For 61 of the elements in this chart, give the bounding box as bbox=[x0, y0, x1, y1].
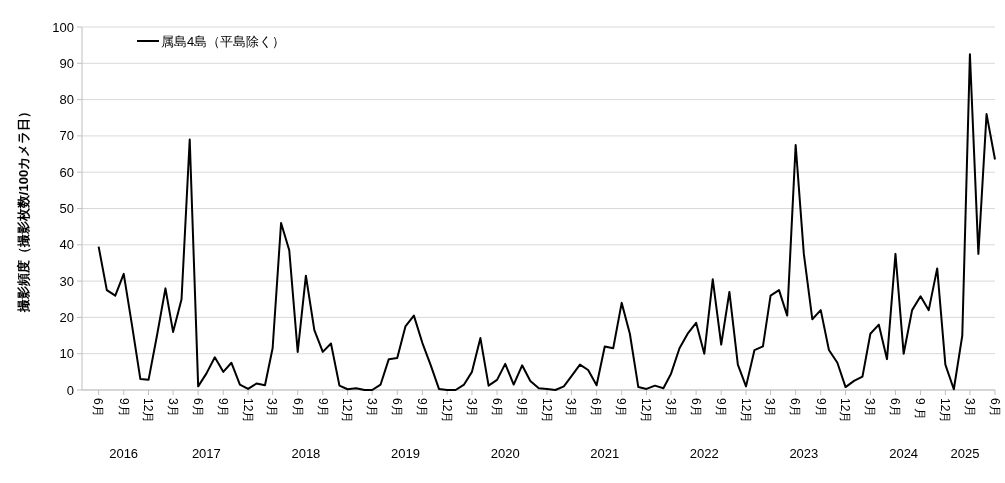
text: 2020 bbox=[490, 446, 520, 461]
x-tick-label: 6月 bbox=[190, 398, 205, 417]
text: 2018 bbox=[291, 446, 321, 461]
x-tick-label: 3月 bbox=[165, 398, 180, 417]
x-tick-label: 3月 bbox=[364, 398, 379, 417]
x-tick-label: 9 月 bbox=[913, 398, 928, 421]
x-tick-label: 6月 bbox=[390, 398, 405, 417]
y-tick-label: 80 bbox=[59, 92, 74, 108]
x-tick-label: 12月 bbox=[539, 398, 554, 424]
x-tick-label: 6月 bbox=[290, 398, 305, 417]
x-tick-label: 6月 bbox=[589, 398, 604, 417]
x-tick-label: 9月 bbox=[216, 398, 231, 417]
x-tick-label: 9月 bbox=[415, 398, 430, 417]
y-tick-label: 0 bbox=[66, 382, 74, 398]
x-tick-label: 9月 bbox=[514, 398, 529, 417]
y-tick-label: 70 bbox=[59, 128, 74, 144]
text: 2025 bbox=[950, 446, 980, 461]
x-tick-label: 12月 bbox=[838, 398, 853, 424]
y-tick-label: 100 bbox=[52, 19, 74, 35]
text: 2016 bbox=[109, 446, 139, 461]
x-tick-label: 9月 bbox=[714, 398, 729, 417]
x-tick-label: 6月 bbox=[489, 398, 504, 417]
line-series bbox=[97, 53, 996, 391]
x-tick-label: 9月 bbox=[315, 398, 330, 417]
y-tick-label: 40 bbox=[59, 237, 74, 253]
x-tick-label: 3月 bbox=[863, 398, 878, 417]
x-tick-label: 9月 bbox=[813, 398, 828, 417]
x-tick-label: 9月 bbox=[116, 398, 131, 417]
text: 2022 bbox=[689, 446, 719, 461]
x-tick-label: 12月 bbox=[141, 398, 156, 424]
x-tick-label: 3月 bbox=[663, 398, 678, 417]
text: 2019 bbox=[390, 446, 420, 461]
x-tick-label: 6月 bbox=[987, 398, 1002, 417]
y-axis-title: 撮影頻度（撮影枚数/100カメラ日） bbox=[16, 104, 31, 314]
x-tick-label: 12月 bbox=[240, 398, 255, 424]
x-tick-label: 3月 bbox=[265, 398, 280, 417]
x-tick-label: 6月 bbox=[688, 398, 703, 417]
legend-label: 属島4島（平島除く） bbox=[161, 33, 286, 49]
y-tick-label: 20 bbox=[59, 309, 74, 325]
x-tick-label: 3月 bbox=[763, 398, 778, 417]
text: 2024 bbox=[889, 446, 919, 461]
text: 2017 bbox=[191, 446, 221, 461]
text: 2021 bbox=[590, 446, 620, 461]
x-tick-label: 12月 bbox=[639, 398, 654, 424]
x-tick-label: 12月 bbox=[439, 398, 454, 424]
y-tick-label: 90 bbox=[59, 55, 74, 71]
x-tick-label: 12月 bbox=[738, 398, 753, 424]
y-tick-label: 10 bbox=[59, 346, 74, 362]
x-tick-label: 12月 bbox=[938, 398, 953, 424]
x-tick-label: 6月 bbox=[888, 398, 903, 417]
y-tick-label: 30 bbox=[59, 273, 74, 289]
y-tick-label: 50 bbox=[59, 201, 74, 217]
x-tick-label: 6月 bbox=[91, 398, 106, 417]
x-tick-label: 3月 bbox=[962, 398, 977, 417]
x-tick-label: 9月 bbox=[614, 398, 629, 417]
x-tick-label: 6月 bbox=[788, 398, 803, 417]
x-tick-label: 12月 bbox=[340, 398, 355, 424]
x-tick-label: 3月 bbox=[464, 398, 479, 417]
text: 2023 bbox=[789, 446, 819, 461]
x-tick-label: 3月 bbox=[564, 398, 579, 417]
y-tick-label: 60 bbox=[59, 164, 74, 180]
